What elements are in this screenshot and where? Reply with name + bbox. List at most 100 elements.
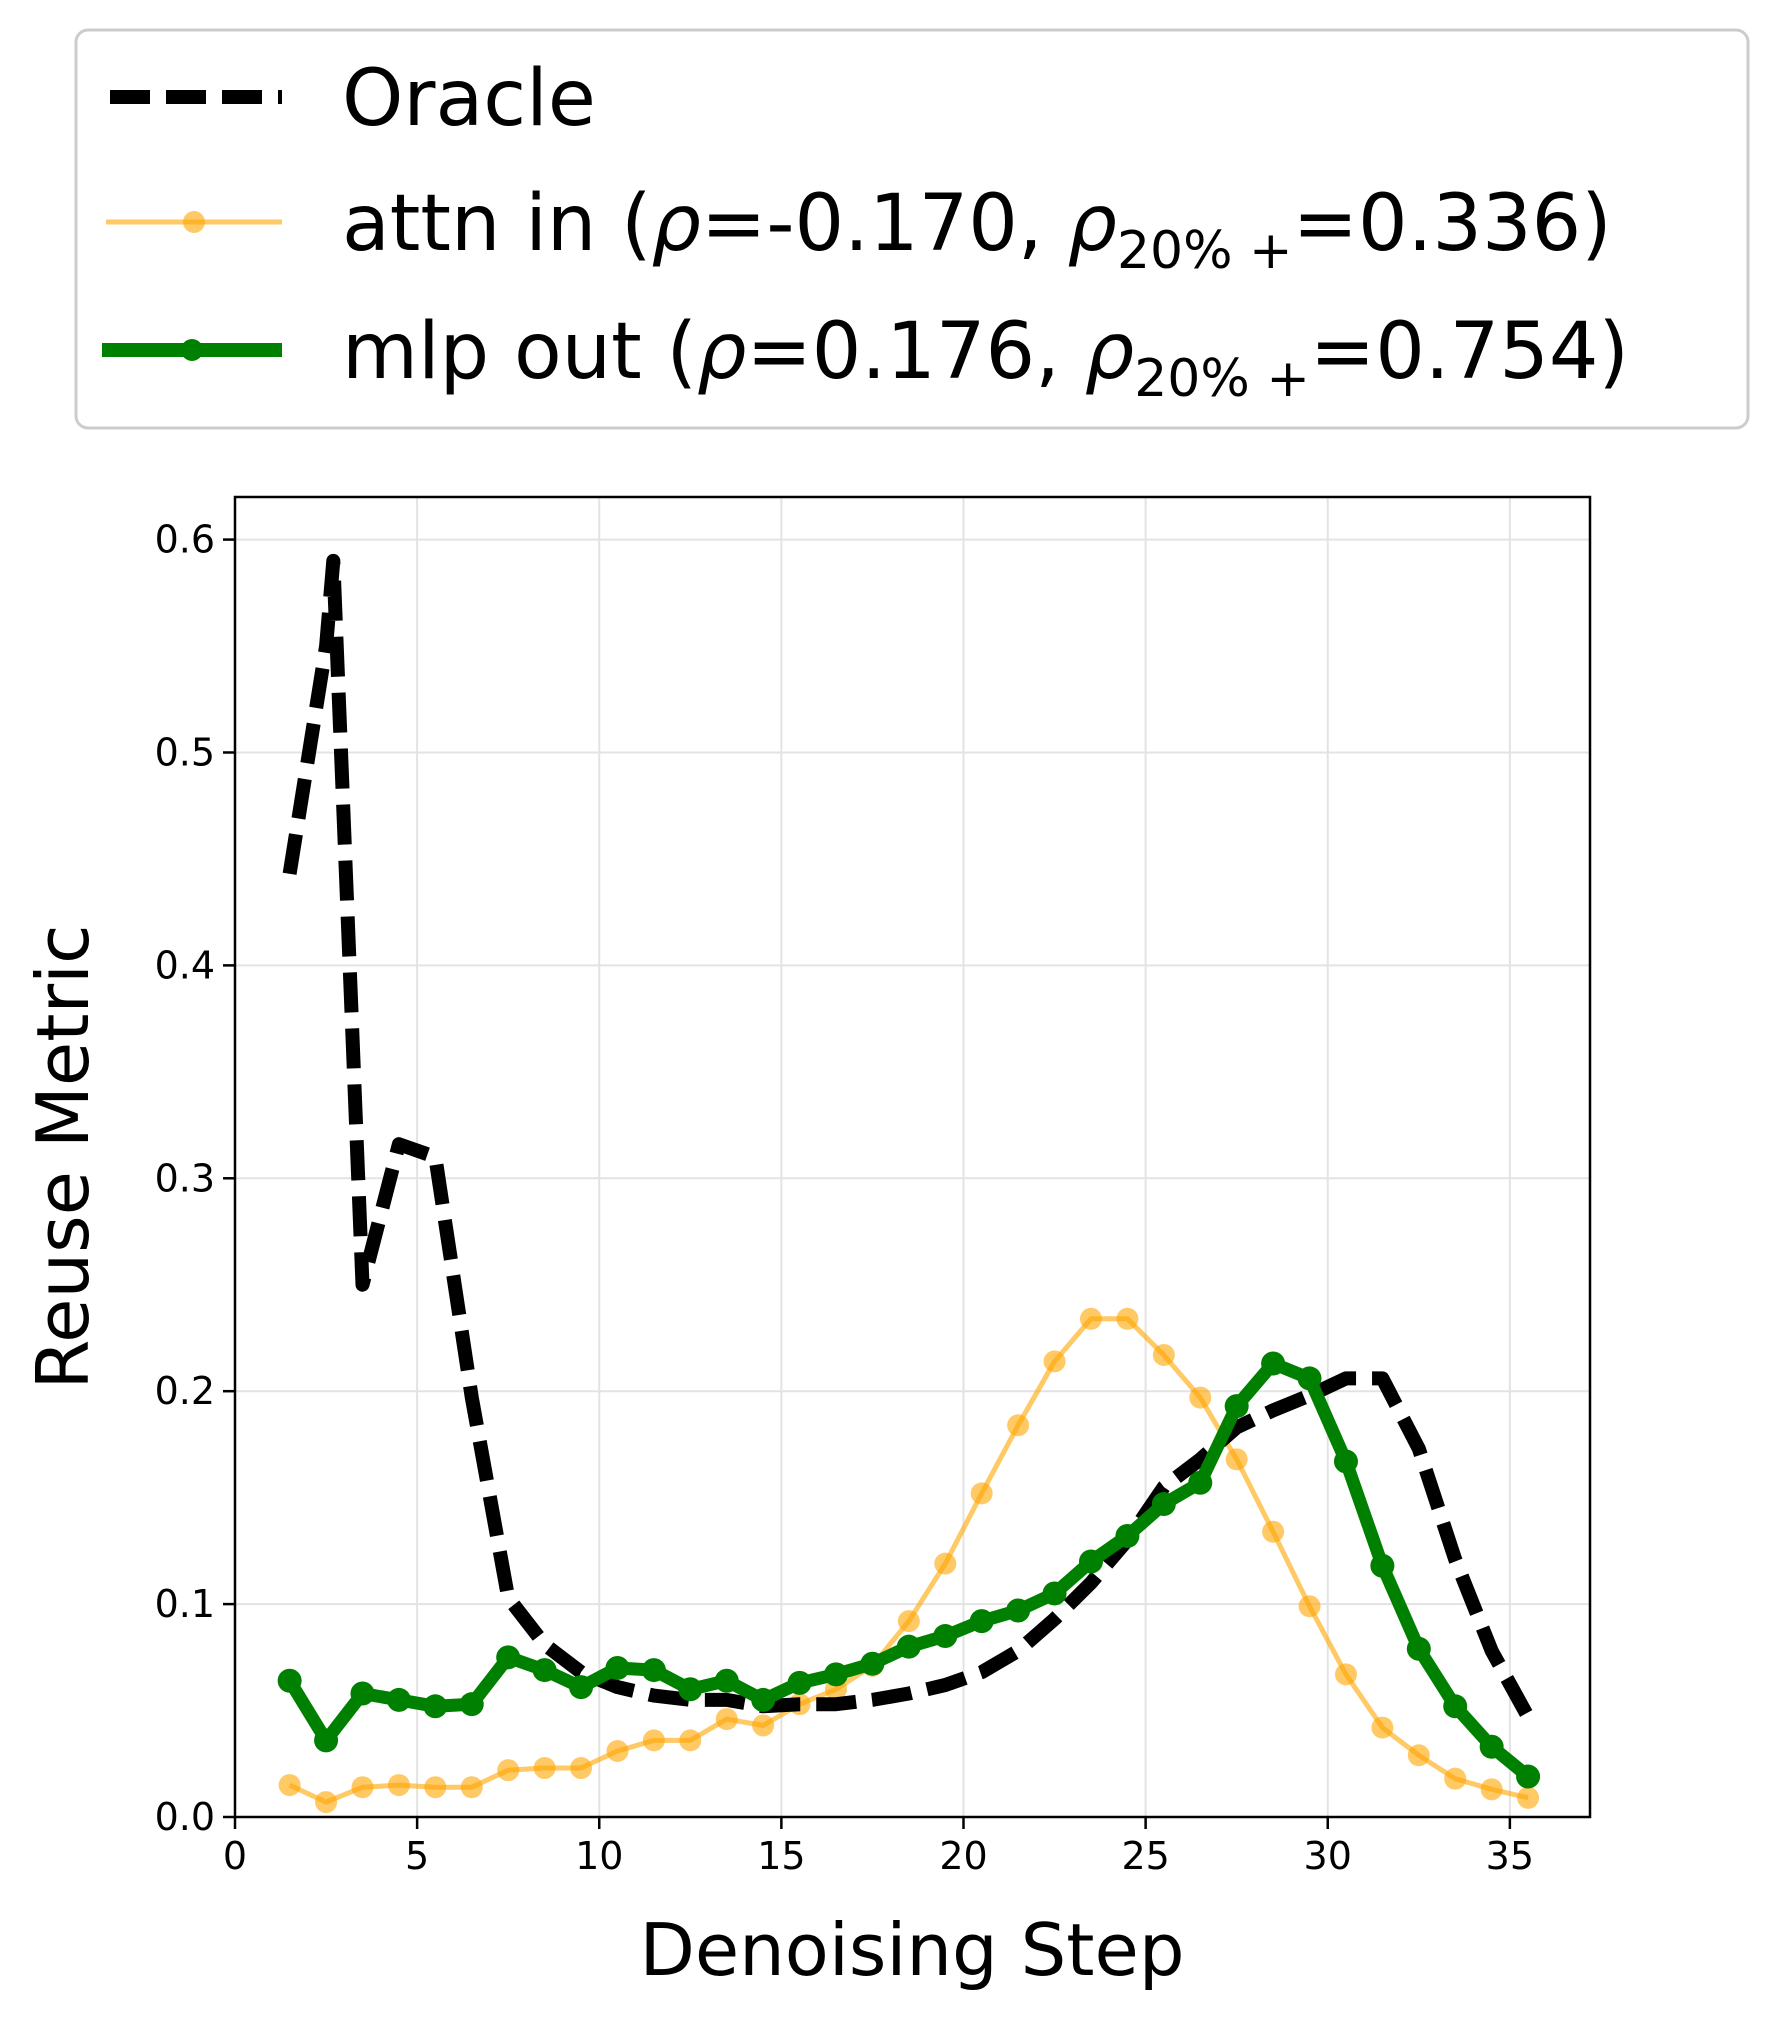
legend-marker-attn-in xyxy=(183,211,205,233)
data-point-mlp-out xyxy=(896,1634,921,1659)
data-point-attn-in xyxy=(1480,1778,1503,1801)
y-tick-label: 0.4 xyxy=(155,943,215,987)
legend-mlp-out-rho: =0.176, xyxy=(746,307,1084,397)
data-point-attn-in xyxy=(460,1776,483,1799)
legend-attn-in-rho20: =0.336) xyxy=(1293,179,1612,269)
data-point-mlp-out xyxy=(860,1651,885,1676)
data-point-mlp-out xyxy=(1406,1636,1431,1661)
data-point-attn-in xyxy=(934,1552,957,1575)
data-point-mlp-out xyxy=(314,1728,339,1753)
legend-mlp-out-rho20-sub: 20% + xyxy=(1134,349,1310,409)
y-tick-label: 0.0 xyxy=(155,1795,215,1839)
data-point-mlp-out xyxy=(1370,1553,1395,1578)
data-point-mlp-out xyxy=(350,1681,375,1706)
data-point-mlp-out xyxy=(1042,1581,1067,1606)
data-point-attn-in xyxy=(1116,1307,1139,1330)
y-tick-label: 0.2 xyxy=(155,1369,215,1413)
data-point-mlp-out xyxy=(532,1658,557,1683)
legend: Oracle attn in (ρ=-0.170, ρ20% +=0.336) … xyxy=(74,28,1750,430)
data-point-attn-in xyxy=(1444,1767,1467,1790)
data-point-attn-in xyxy=(278,1774,301,1797)
data-point-mlp-out xyxy=(824,1662,849,1687)
data-point-mlp-out xyxy=(496,1645,521,1670)
legend-label-oracle: Oracle xyxy=(342,54,596,144)
data-point-attn-in xyxy=(1407,1744,1430,1767)
x-tick-label: 15 xyxy=(757,1834,805,1878)
legend-attn-in-rho20-sub: 20% + xyxy=(1117,221,1293,281)
series-line-oracle xyxy=(282,553,1535,1721)
series-attn-in xyxy=(278,1307,1540,1814)
data-point-attn-in xyxy=(351,1776,374,1799)
series-layer xyxy=(277,553,1541,1814)
data-point-mlp-out xyxy=(1115,1523,1140,1548)
data-point-attn-in xyxy=(642,1729,665,1752)
legend-marker-mlp-out xyxy=(181,339,203,361)
data-point-mlp-out xyxy=(933,1624,958,1649)
y-tick-label: 0.3 xyxy=(155,1156,215,1200)
data-point-mlp-out xyxy=(569,1675,594,1700)
data-point-attn-in xyxy=(497,1759,520,1782)
grid xyxy=(234,497,1590,1818)
y-tick-label: 0.6 xyxy=(155,518,215,562)
data-point-mlp-out xyxy=(969,1609,994,1634)
data-point-attn-in xyxy=(1517,1786,1540,1809)
plot-frame xyxy=(233,495,1592,1819)
legend-mlp-out-rho-symbol: ρ xyxy=(697,307,747,397)
data-point-mlp-out xyxy=(605,1655,630,1680)
data-point-mlp-out xyxy=(277,1668,302,1693)
data-point-mlp-out xyxy=(1224,1394,1249,1419)
x-tick-label: 0 xyxy=(223,1834,247,1878)
data-point-attn-in xyxy=(752,1714,775,1737)
data-point-attn-in xyxy=(1225,1448,1248,1471)
data-point-mlp-out xyxy=(1006,1598,1031,1623)
data-point-mlp-out xyxy=(1297,1366,1322,1391)
data-point-attn-in xyxy=(315,1791,338,1814)
data-point-mlp-out xyxy=(1078,1549,1103,1574)
data-point-mlp-out xyxy=(1151,1492,1176,1517)
data-point-attn-in xyxy=(387,1774,410,1797)
x-tick-label: 20 xyxy=(939,1834,987,1878)
data-point-mlp-out xyxy=(386,1687,411,1712)
data-point-mlp-out xyxy=(423,1694,448,1719)
x-tick-label: 30 xyxy=(1304,1834,1352,1878)
data-point-attn-in xyxy=(1298,1595,1321,1618)
legend-attn-in-rho: =-0.170, xyxy=(701,179,1067,269)
data-point-mlp-out xyxy=(1333,1449,1358,1474)
data-point-attn-in xyxy=(533,1757,556,1780)
data-point-attn-in xyxy=(570,1757,593,1780)
data-point-mlp-out xyxy=(641,1658,666,1683)
legend-attn-in-prefix: attn in ( xyxy=(342,179,652,269)
data-point-mlp-out xyxy=(459,1692,484,1717)
data-point-attn-in xyxy=(1189,1386,1212,1409)
data-point-attn-in xyxy=(679,1729,702,1752)
legend-frame xyxy=(74,28,1750,430)
x-tick-label: 25 xyxy=(1121,1834,1169,1878)
data-point-mlp-out xyxy=(1479,1734,1504,1759)
data-point-attn-in xyxy=(1152,1344,1175,1366)
x-tick-label: 10 xyxy=(575,1834,623,1878)
data-point-mlp-out xyxy=(1516,1764,1541,1789)
series-oracle xyxy=(282,553,1535,1721)
legend-mlp-out-rho20: =0.754) xyxy=(1310,307,1629,397)
y-tick-label: 0.1 xyxy=(155,1582,215,1626)
data-point-mlp-out xyxy=(678,1677,703,1702)
data-point-attn-in xyxy=(606,1740,629,1762)
data-point-attn-in xyxy=(1262,1520,1285,1543)
x-tick-label: 35 xyxy=(1486,1834,1534,1878)
y-axis-label: Reuse Metric xyxy=(21,924,105,1389)
legend-label-mlp-out: mlp out (ρ=0.176, ρ20% +=0.754) xyxy=(342,307,1629,409)
data-point-attn-in xyxy=(970,1482,993,1505)
data-point-attn-in xyxy=(897,1610,920,1633)
series-mlp-out xyxy=(277,1351,1541,1789)
legend-label-attn-in: attn in (ρ=-0.170, ρ20% +=0.336) xyxy=(342,179,1612,281)
legend-attn-in-rho20-symbol: ρ xyxy=(1067,179,1117,269)
data-point-attn-in xyxy=(424,1776,447,1799)
legend-mlp-out-rho20-symbol: ρ xyxy=(1085,307,1135,397)
data-point-attn-in xyxy=(1371,1716,1394,1739)
x-axis-label: Denoising Step xyxy=(639,1908,1184,1992)
data-point-mlp-out xyxy=(751,1687,776,1712)
legend-mlp-out-prefix: mlp out ( xyxy=(342,307,697,397)
data-point-mlp-out xyxy=(1261,1351,1286,1376)
data-point-attn-in xyxy=(715,1708,738,1731)
